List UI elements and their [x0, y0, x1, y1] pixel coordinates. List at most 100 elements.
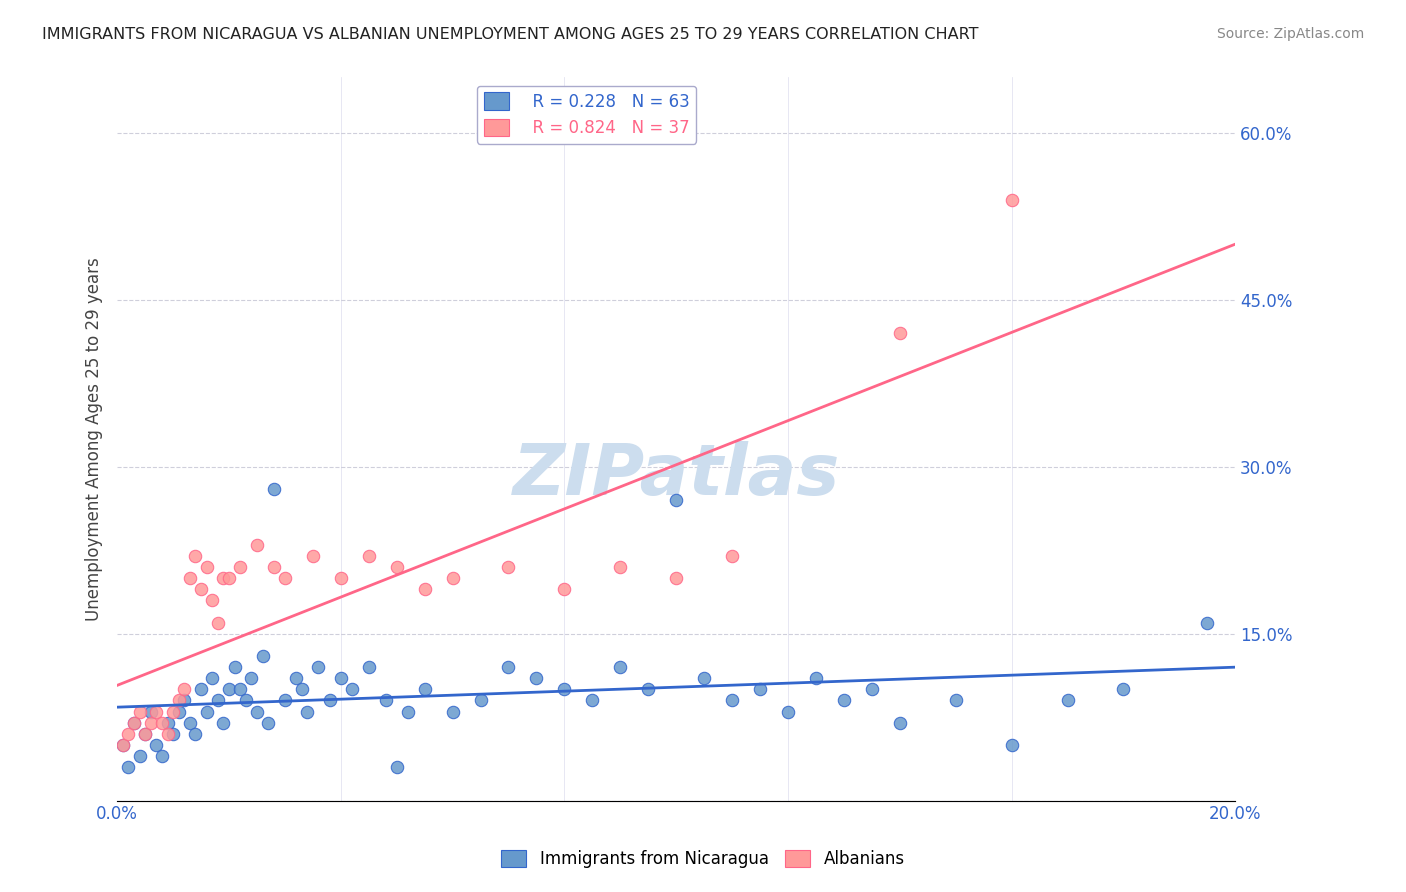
Point	[263, 482, 285, 496]
Point	[229, 560, 252, 574]
Point	[190, 582, 212, 597]
Point	[139, 705, 162, 719]
Point	[413, 582, 436, 597]
Point	[167, 705, 190, 719]
Point	[207, 615, 229, 630]
Point	[257, 715, 280, 730]
Point	[285, 671, 308, 685]
Point	[184, 727, 207, 741]
Point	[357, 660, 380, 674]
Y-axis label: Unemployment Among Ages 25 to 29 years: Unemployment Among Ages 25 to 29 years	[86, 257, 103, 621]
Point	[179, 571, 201, 585]
Point	[945, 693, 967, 707]
Point	[173, 682, 195, 697]
Point	[229, 682, 252, 697]
Point	[889, 326, 911, 341]
Point	[274, 693, 297, 707]
Point	[396, 705, 419, 719]
Point	[553, 582, 575, 597]
Point	[291, 682, 314, 697]
Point	[179, 715, 201, 730]
Point	[776, 705, 799, 719]
Point	[553, 682, 575, 697]
Point	[201, 593, 224, 607]
Point	[860, 682, 883, 697]
Point	[139, 715, 162, 730]
Legend:   R = 0.228   N = 63,   R = 0.824   N = 37: R = 0.228 N = 63, R = 0.824 N = 37	[477, 86, 696, 144]
Point	[693, 671, 716, 685]
Point	[526, 671, 548, 685]
Point	[195, 560, 218, 574]
Point	[832, 693, 855, 707]
Point	[498, 660, 520, 674]
Legend: Immigrants from Nicaragua, Albanians: Immigrants from Nicaragua, Albanians	[495, 843, 911, 875]
Point	[162, 727, 184, 741]
Text: IMMIGRANTS FROM NICARAGUA VS ALBANIAN UNEMPLOYMENT AMONG AGES 25 TO 29 YEARS COR: IMMIGRANTS FROM NICARAGUA VS ALBANIAN UN…	[42, 27, 979, 42]
Point	[374, 693, 396, 707]
Point	[145, 738, 167, 752]
Point	[357, 549, 380, 563]
Point	[329, 671, 352, 685]
Point	[235, 693, 257, 707]
Point	[1197, 615, 1219, 630]
Point	[190, 682, 212, 697]
Point	[122, 715, 145, 730]
Point	[117, 760, 139, 774]
Point	[637, 682, 659, 697]
Point	[195, 705, 218, 719]
Point	[441, 705, 464, 719]
Point	[122, 715, 145, 730]
Point	[318, 693, 340, 707]
Point	[212, 715, 235, 730]
Point	[721, 693, 744, 707]
Point	[307, 660, 329, 674]
Point	[665, 493, 688, 508]
Point	[150, 715, 173, 730]
Point	[1000, 738, 1022, 752]
Point	[609, 560, 631, 574]
Point	[340, 682, 363, 697]
Point	[302, 549, 325, 563]
Point	[329, 571, 352, 585]
Point	[162, 705, 184, 719]
Point	[609, 660, 631, 674]
Point	[441, 571, 464, 585]
Point	[246, 705, 269, 719]
Point	[498, 560, 520, 574]
Point	[128, 705, 150, 719]
Point	[252, 648, 274, 663]
Point	[167, 693, 190, 707]
Point	[581, 693, 603, 707]
Point	[173, 693, 195, 707]
Point	[145, 705, 167, 719]
Point	[1112, 682, 1135, 697]
Point	[749, 682, 772, 697]
Text: ZIPatlas: ZIPatlas	[513, 441, 839, 509]
Point	[263, 560, 285, 574]
Point	[134, 727, 156, 741]
Point	[721, 549, 744, 563]
Point	[274, 571, 297, 585]
Point	[889, 715, 911, 730]
Point	[117, 727, 139, 741]
Point	[240, 671, 263, 685]
Point	[128, 749, 150, 764]
Point	[218, 571, 240, 585]
Point	[385, 760, 408, 774]
Point	[150, 749, 173, 764]
Point	[207, 693, 229, 707]
Point	[1056, 693, 1078, 707]
Text: Source: ZipAtlas.com: Source: ZipAtlas.com	[1216, 27, 1364, 41]
Point	[201, 671, 224, 685]
Point	[224, 660, 246, 674]
Point	[212, 571, 235, 585]
Point	[804, 671, 827, 685]
Point	[1000, 193, 1022, 207]
Point	[134, 727, 156, 741]
Point	[665, 571, 688, 585]
Point	[218, 682, 240, 697]
Point	[184, 549, 207, 563]
Point	[413, 682, 436, 697]
Point	[385, 560, 408, 574]
Point	[156, 727, 179, 741]
